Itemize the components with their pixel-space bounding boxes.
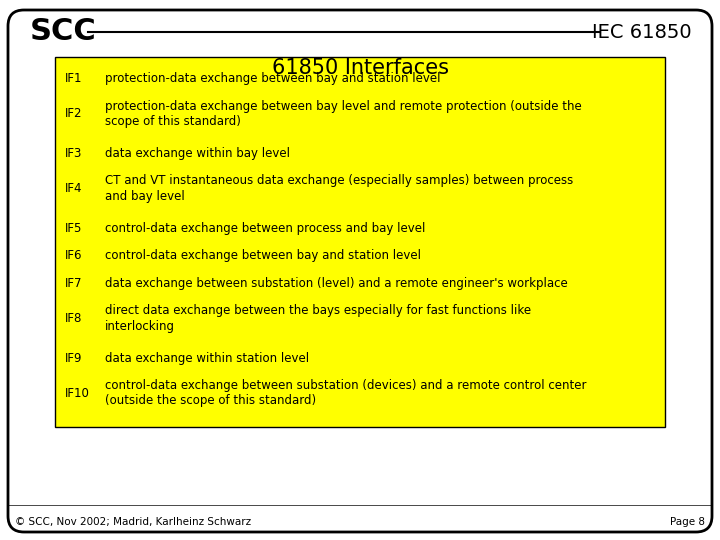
Text: IF10: IF10 <box>65 387 90 400</box>
Text: IF3: IF3 <box>65 147 82 160</box>
Text: data exchange within station level: data exchange within station level <box>105 352 309 365</box>
Text: direct data exchange between the bays especially for fast functions like
interlo: direct data exchange between the bays es… <box>105 304 531 333</box>
Text: data exchange between substation (level) and a remote engineer's workplace: data exchange between substation (level)… <box>105 277 568 290</box>
Text: IF1: IF1 <box>65 72 83 85</box>
Text: IF2: IF2 <box>65 107 83 120</box>
Text: IF8: IF8 <box>65 312 82 325</box>
Text: SCC: SCC <box>30 17 96 46</box>
Text: IF6: IF6 <box>65 249 83 262</box>
FancyBboxPatch shape <box>8 10 712 532</box>
Text: protection-data exchange between bay and station level: protection-data exchange between bay and… <box>105 72 441 85</box>
Text: IF9: IF9 <box>65 352 83 365</box>
Text: protection-data exchange between bay level and remote protection (outside the
sc: protection-data exchange between bay lev… <box>105 99 582 128</box>
Text: IF5: IF5 <box>65 222 82 235</box>
Text: control-data exchange between substation (devices) and a remote control center
(: control-data exchange between substation… <box>105 379 587 407</box>
Text: CT and VT instantaneous data exchange (especially samples) between process
and b: CT and VT instantaneous data exchange (e… <box>105 174 573 202</box>
Text: data exchange within bay level: data exchange within bay level <box>105 147 290 160</box>
Text: control-data exchange between bay and station level: control-data exchange between bay and st… <box>105 249 421 262</box>
Text: IF7: IF7 <box>65 277 83 290</box>
Text: IF4: IF4 <box>65 182 83 195</box>
Text: © SCC, Nov 2002; Madrid, Karlheinz Schwarz: © SCC, Nov 2002; Madrid, Karlheinz Schwa… <box>15 517 251 527</box>
Text: control-data exchange between process and bay level: control-data exchange between process an… <box>105 222 426 235</box>
Text: 61850 Interfaces: 61850 Interfaces <box>271 58 449 78</box>
Text: Page 8: Page 8 <box>670 517 705 527</box>
Text: IEC 61850: IEC 61850 <box>593 23 692 42</box>
FancyBboxPatch shape <box>55 57 665 427</box>
